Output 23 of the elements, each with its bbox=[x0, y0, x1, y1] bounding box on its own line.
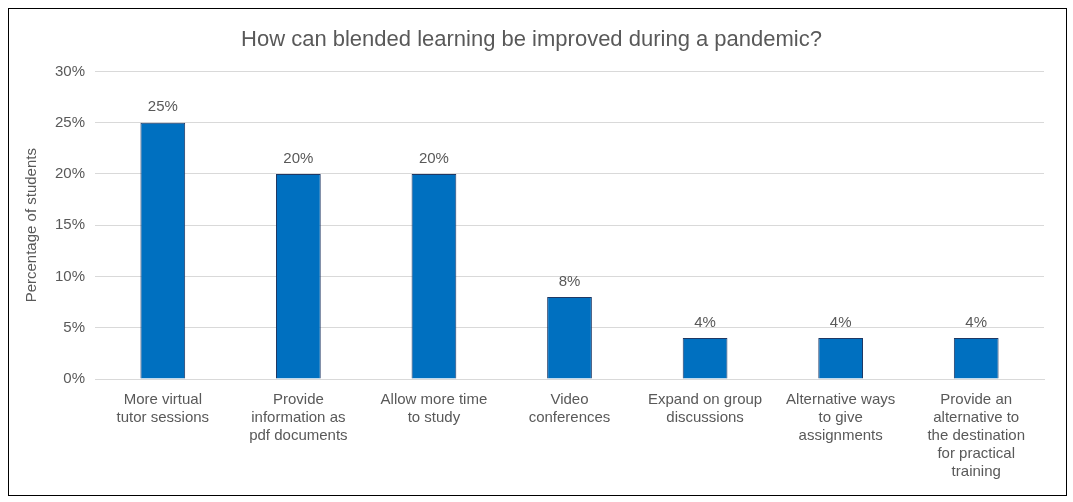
x-tick-label: Alternative ways to give assignments bbox=[786, 390, 896, 444]
data-label: 4% bbox=[965, 312, 988, 330]
y-axis-title: Percentage of students bbox=[22, 148, 40, 303]
x-tick-label: Provide an alternative to the destination for practical training bbox=[927, 390, 1025, 480]
x-tick-label: Video conferences bbox=[528, 390, 611, 426]
chart-title: How can blended learning be improved during a pandemic? bbox=[241, 26, 822, 52]
data-label: 20% bbox=[283, 148, 314, 166]
x-tick-label: Provide information as pdf documents bbox=[249, 390, 348, 444]
y-tick-label: 10% bbox=[54, 266, 86, 284]
data-label: 25% bbox=[147, 97, 178, 115]
y-tick-label: 30% bbox=[54, 61, 86, 79]
x-tick-label: Expand on group discussions bbox=[647, 390, 763, 426]
x-tick-label: More virtual tutor sessions bbox=[116, 390, 210, 426]
data-label: 20% bbox=[418, 148, 449, 166]
y-tick-label: 5% bbox=[63, 317, 86, 335]
y-tick-label: 15% bbox=[54, 215, 86, 233]
data-label: 4% bbox=[829, 312, 852, 330]
data-label: 8% bbox=[558, 271, 581, 289]
x-tick-label: Allow more time to study bbox=[380, 390, 488, 426]
y-tick-label: 25% bbox=[54, 112, 86, 130]
data-label: 4% bbox=[694, 312, 716, 330]
y-tick-label: 0% bbox=[63, 369, 86, 387]
y-tick-label: 20% bbox=[54, 164, 86, 182]
